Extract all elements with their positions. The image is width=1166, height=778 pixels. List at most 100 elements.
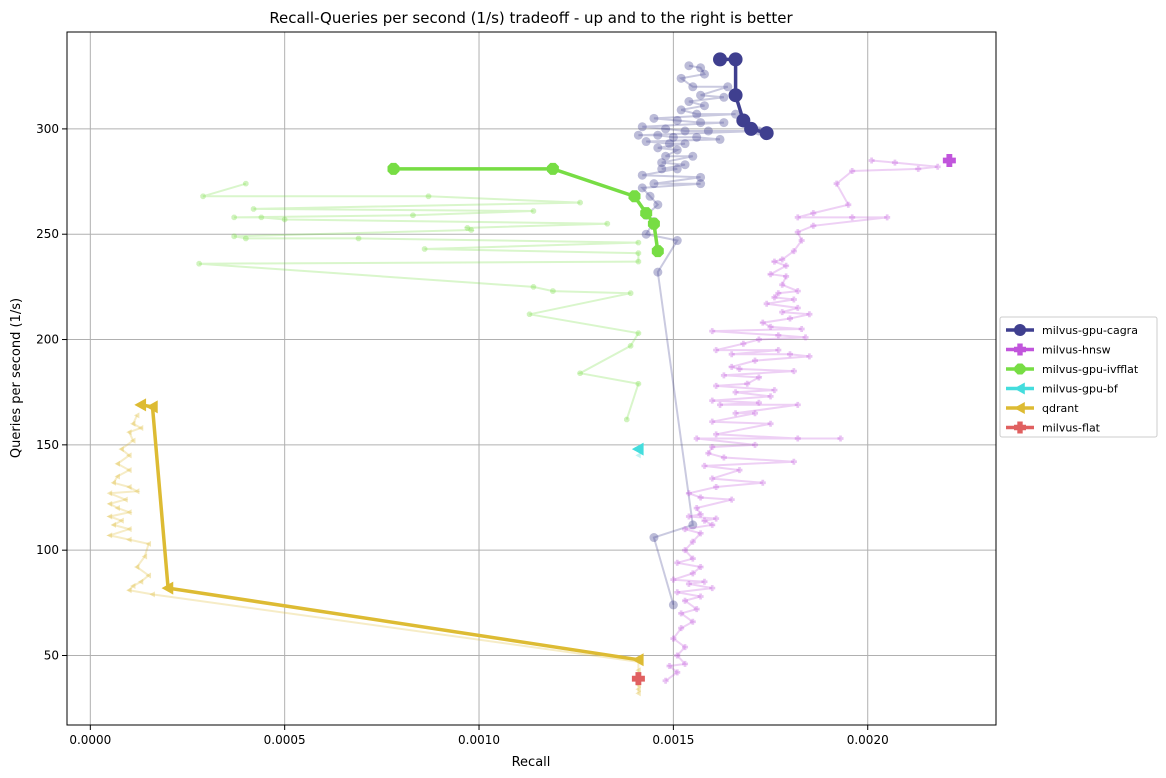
- milvus-hnsw-scatter-point: [759, 319, 766, 326]
- milvus-hnsw-scatter-point: [689, 538, 696, 545]
- qdrant-scatter-point: [126, 509, 132, 516]
- axes-frame: [66, 31, 997, 726]
- milvus-hnsw-scatter-point: [674, 559, 681, 566]
- milvus-gpu-cagra-scatter-point: [680, 139, 690, 149]
- milvus-hnsw-scatter-point: [693, 505, 700, 512]
- milvus-hnsw-scatter-point: [674, 589, 681, 596]
- milvus-gpu-cagra-scatter-point: [696, 118, 706, 128]
- milvus-hnsw-scatter-point: [697, 564, 704, 571]
- milvus-hnsw-scatter-point: [790, 458, 797, 465]
- milvus-hnsw-scatter-point: [709, 521, 716, 528]
- milvus-gpu-cagra-scatter-point: [680, 160, 690, 170]
- milvus-gpu-cagra-frontier-point: [728, 52, 743, 67]
- qdrant-scatter-line: [105, 414, 640, 694]
- milvus-gpu-ivfflat-scatter-point: [250, 206, 257, 212]
- milvus-hnsw-scatter-point: [709, 397, 716, 404]
- qdrant-scatter-point: [126, 467, 132, 474]
- qdrant-scatter-point: [122, 496, 128, 503]
- legend-swatch-marker: [1014, 382, 1025, 395]
- milvus-gpu-cagra-scatter-point: [676, 73, 686, 83]
- x-axis-ticks: 0.0000 0.0005 0.0010 0.0015 0.0020: [69, 725, 889, 747]
- qdrant-frontier-point: [631, 653, 644, 667]
- milvus-gpu-cagra-scatter-point: [676, 105, 686, 115]
- milvus-hnsw-scatter-point: [697, 494, 704, 501]
- milvus-hnsw-scatter-point: [697, 593, 704, 600]
- y-tick-label: 150: [36, 438, 59, 452]
- milvus-hnsw-scatter-point: [685, 580, 692, 587]
- qdrant-scatter-point: [130, 420, 136, 427]
- qdrant-frontier-point: [146, 400, 158, 414]
- y-tick-label: 100: [36, 543, 59, 557]
- legend-label: milvus-gpu-cagra: [1042, 324, 1138, 337]
- qdrant-scatter-point: [114, 505, 120, 512]
- milvus-hnsw-scatter-point: [728, 351, 735, 358]
- legend-box: [999, 316, 1158, 438]
- milvus-gpu-cagra-scatter-point: [641, 229, 651, 239]
- milvus-hnsw-scatter-point: [775, 290, 782, 297]
- milvus-gpu-cagra-scatter-point: [699, 101, 709, 111]
- milvus-hnsw-scatter-point: [701, 578, 708, 585]
- milvus-hnsw-scatter-point: [775, 347, 782, 354]
- milvus-gpu-ivfflat-scatter-point: [635, 258, 642, 265]
- milvus-hnsw-scatter-point: [728, 496, 735, 503]
- milvus-gpu-cagra-scatter-point: [653, 130, 663, 140]
- milvus-hnsw-scatter-point: [720, 372, 727, 379]
- qdrant-scatter-point: [114, 473, 120, 480]
- milvus-gpu-ivfflat-scatter-point: [550, 288, 556, 294]
- milvus-gpu-cagra-scatter-point: [649, 113, 659, 123]
- milvus-hnsw-scatter-point: [759, 479, 766, 486]
- milvus-hnsw-scatter-point: [802, 334, 809, 341]
- milvus-hnsw-scatter-point: [790, 296, 797, 303]
- milvus-hnsw-scatter-point: [736, 467, 743, 474]
- milvus-gpu-ivfflat-scatter-point: [464, 225, 471, 231]
- milvus-hnsw-scatter-point: [728, 363, 735, 370]
- milvus-hnsw-scatter-point: [786, 315, 793, 322]
- qdrant-scatter-point: [133, 564, 140, 571]
- milvus-gpu-cagra-scatter-point: [653, 143, 663, 153]
- milvus-gpu-cagra-scatter-point: [661, 151, 671, 161]
- milvus-hnsw-scatter-point: [713, 431, 720, 438]
- milvus-gpu-ivfflat-scatter-point: [624, 416, 630, 423]
- milvus-hnsw-scatter-point: [767, 323, 774, 330]
- milvus-gpu-bf-frontier-point: [631, 442, 644, 456]
- legend-swatch-marker: [1014, 402, 1025, 414]
- milvus-hnsw-scatter-point: [779, 281, 786, 288]
- milvus-hnsw-scatter-point: [755, 374, 762, 381]
- milvus-hnsw-scatter-point: [794, 288, 801, 295]
- milvus-hnsw-scatter-point: [779, 309, 786, 316]
- qdrant-scatter-point: [133, 412, 140, 419]
- scatter-points: [105, 61, 941, 697]
- milvus-hnsw-scatter-point: [682, 660, 689, 667]
- milvus-hnsw-scatter-point: [740, 340, 747, 347]
- milvus-hnsw-scatter-point: [779, 256, 786, 263]
- legend-swatch-marker: [1014, 421, 1026, 434]
- milvus-hnsw-scatter-point: [705, 450, 712, 457]
- y-axis-ticks: 50 100 150 200 250 300: [36, 122, 67, 662]
- qdrant-scatter-point: [126, 483, 132, 490]
- qdrant-scatter-point: [145, 540, 152, 547]
- milvus-gpu-cagra-scatter-point: [696, 172, 706, 182]
- milvus-gpu-ivfflat-scatter-point: [281, 216, 288, 223]
- milvus-hnsw-scatter-point: [771, 258, 778, 265]
- x-axis-label: Recall: [512, 755, 551, 770]
- x-tick-label: 0.0000: [69, 733, 111, 747]
- milvus-hnsw-scatter-point: [685, 490, 692, 497]
- milvus-hnsw-scatter-point: [833, 180, 840, 187]
- qdrant-frontier-point: [134, 398, 147, 412]
- milvus-hnsw-scatter-point: [709, 418, 716, 425]
- milvus-gpu-cagra-scatter-point: [696, 179, 706, 189]
- qdrant-scatter-point: [106, 532, 113, 539]
- milvus-gpu-cagra-frontier-point: [759, 126, 774, 141]
- milvus-gpu-ivfflat-scatter-point: [530, 284, 537, 290]
- milvus-hnsw-scatter-point: [678, 625, 685, 632]
- milvus-hnsw-scatter-point: [752, 410, 759, 417]
- milvus-gpu-cagra-scatter-point: [633, 130, 643, 140]
- milvus-hnsw-scatter-point: [794, 214, 801, 221]
- milvus-hnsw-scatter-point: [709, 585, 716, 592]
- milvus-gpu-cagra-scatter-point: [692, 109, 702, 119]
- milvus-gpu-cagra-scatter-point: [688, 151, 698, 161]
- qdrant-scatter-point: [126, 452, 132, 459]
- milvus-gpu-cagra-scatter-point: [719, 118, 729, 128]
- milvus-gpu-bf-scatter-point: [635, 452, 641, 459]
- x-tick-label: 0.0015: [652, 733, 694, 747]
